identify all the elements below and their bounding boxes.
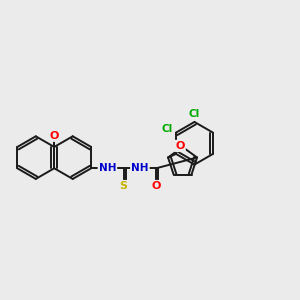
Text: Cl: Cl <box>189 109 200 119</box>
Text: NH: NH <box>99 163 116 173</box>
Text: S: S <box>120 181 128 191</box>
Text: Cl: Cl <box>161 124 172 134</box>
Text: O: O <box>175 141 185 151</box>
Text: NH: NH <box>131 163 149 173</box>
Text: O: O <box>50 131 59 141</box>
Text: O: O <box>152 181 161 191</box>
